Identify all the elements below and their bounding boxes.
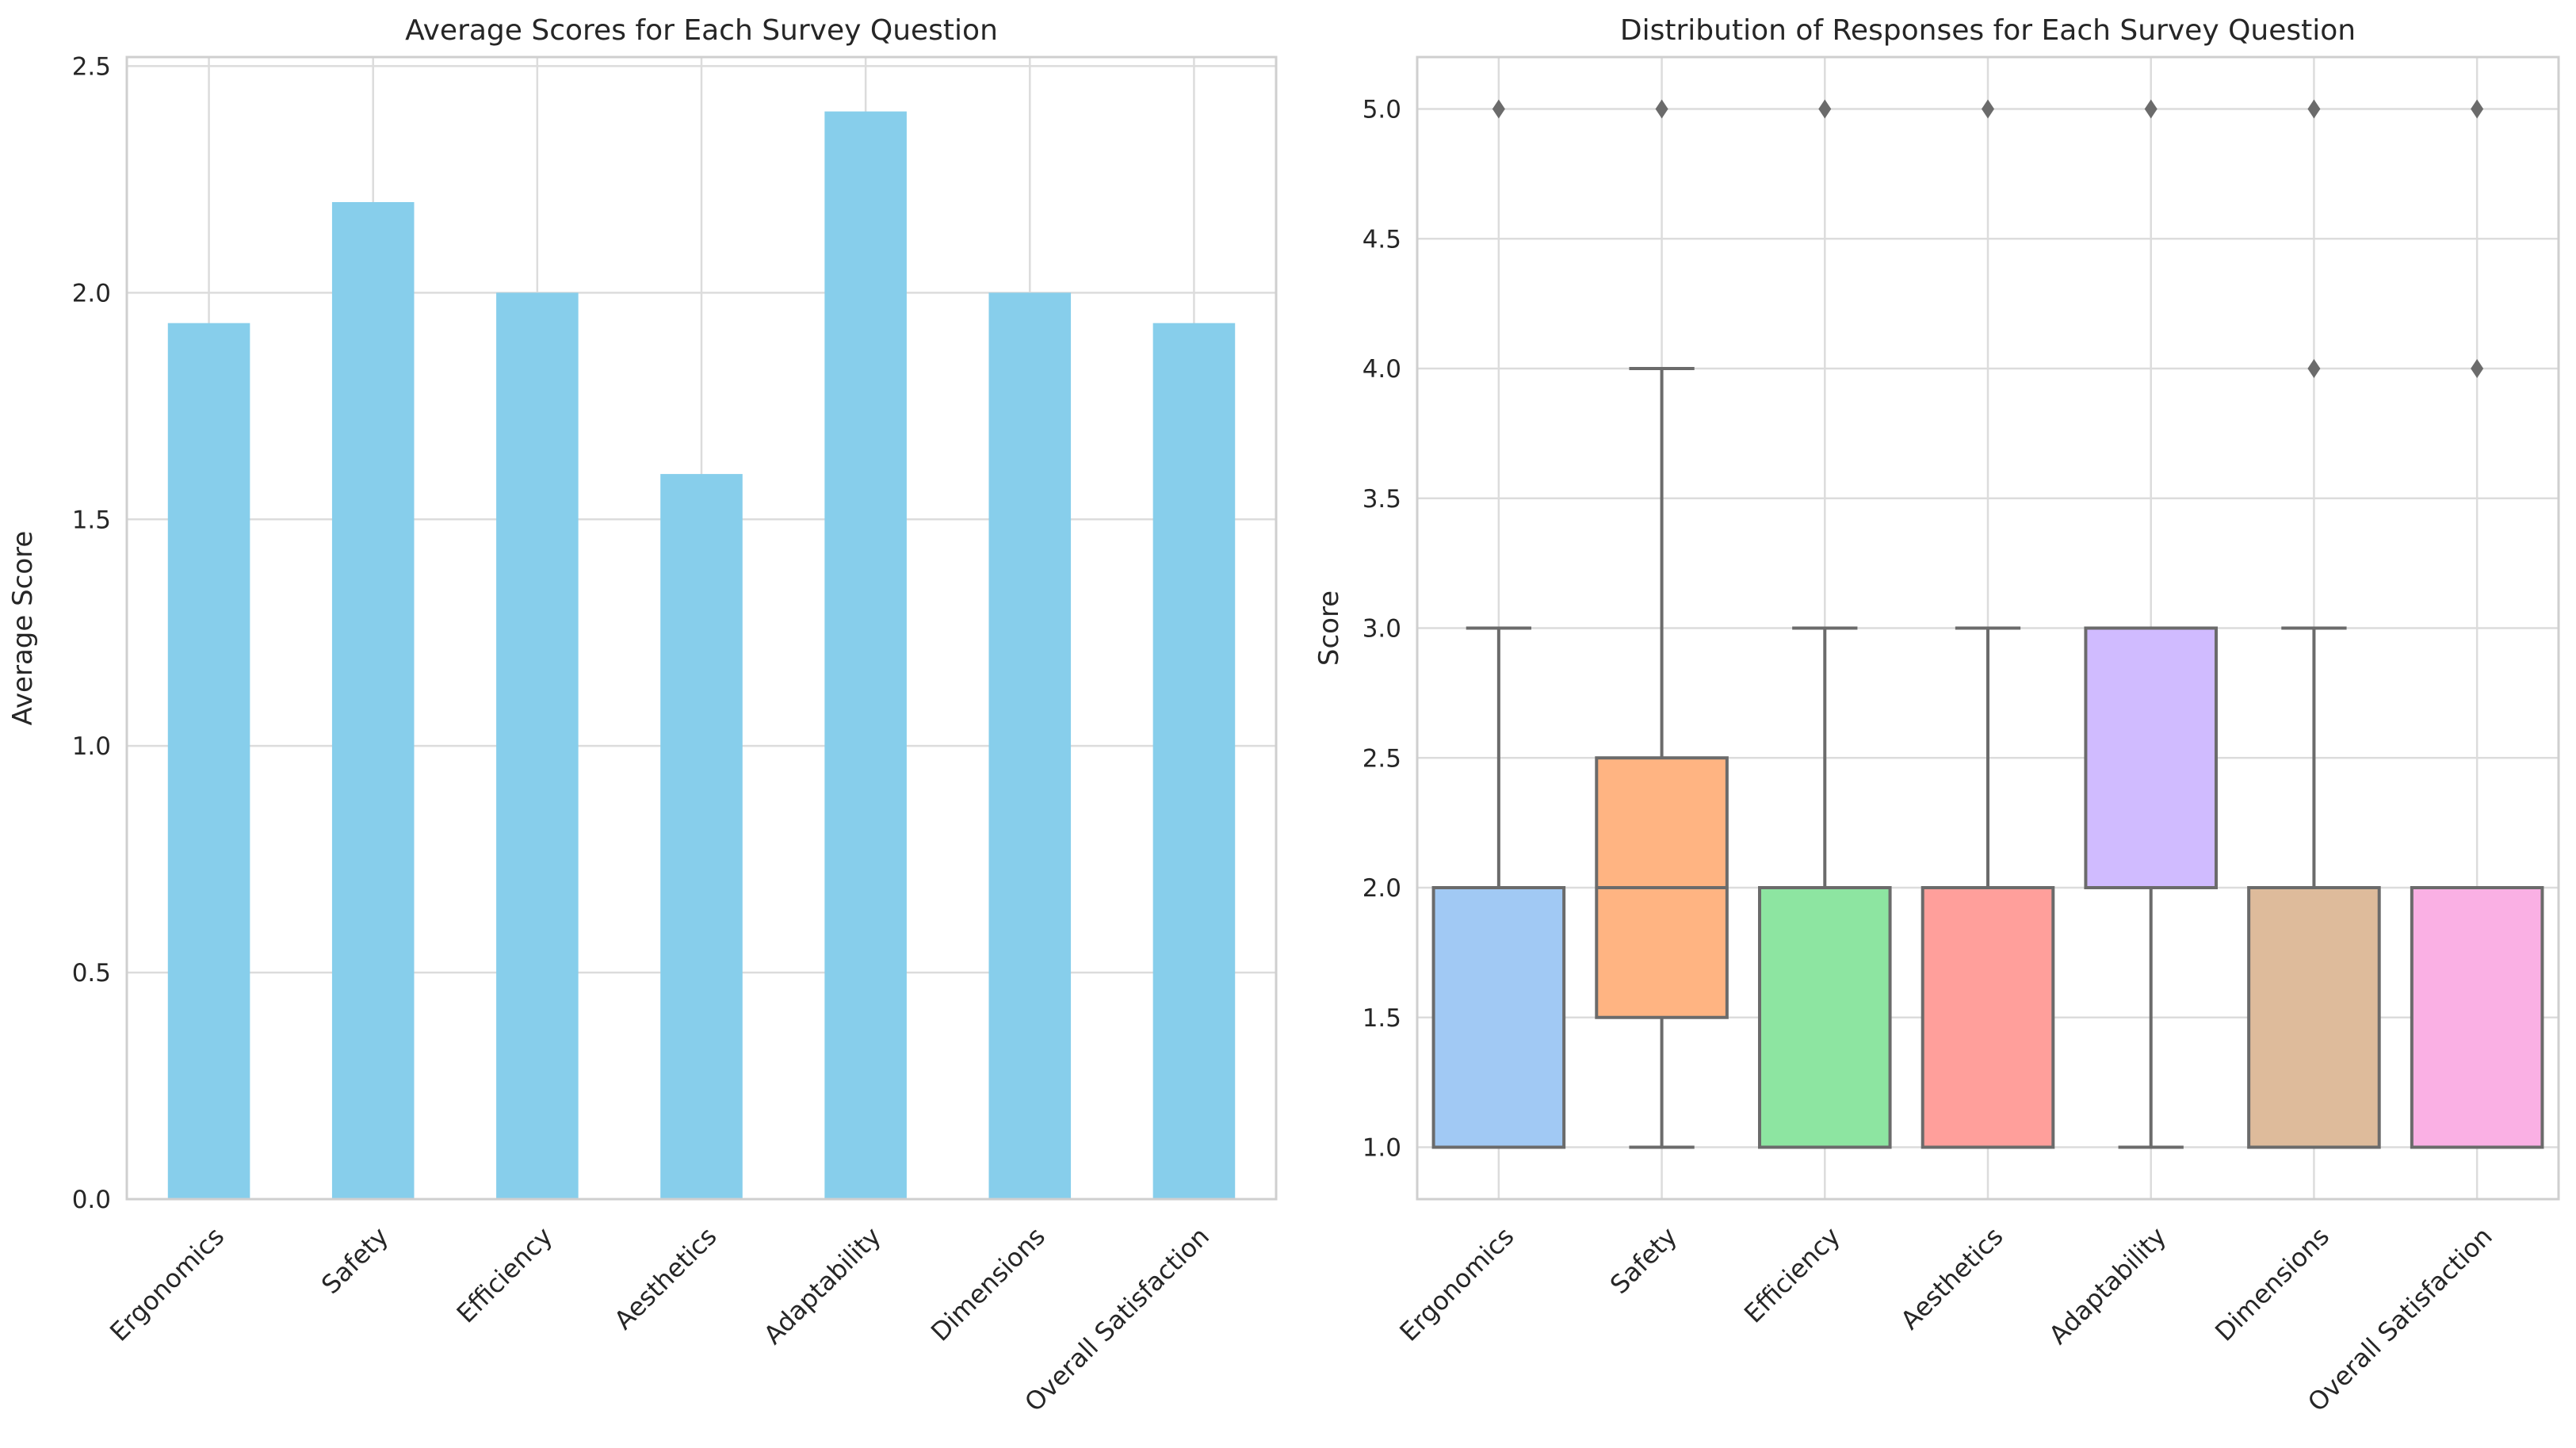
bar-safety — [331, 201, 415, 1199]
x-tick-label: Overall Satisfaction — [1019, 1221, 1215, 1418]
x-tick-label: Aesthetics — [1894, 1221, 2008, 1335]
y-tick-label: 3.0 — [1363, 615, 1401, 644]
y-tick-label: 3.5 — [1363, 485, 1401, 514]
plot-frame — [1416, 55, 2560, 1201]
y-tick-label: 5.0 — [1363, 96, 1401, 124]
bar-adaptability — [824, 111, 907, 1200]
bar-overall-satisfaction — [1152, 323, 1236, 1199]
outlier-overall-satisfaction — [2471, 99, 2484, 119]
outlier-overall-satisfaction — [2471, 359, 2484, 378]
box-dimensions — [2247, 886, 2381, 1149]
bar-ergonomics — [167, 323, 250, 1199]
x-tick-label: Adaptability — [758, 1221, 887, 1351]
plot-frame — [125, 55, 1278, 1201]
y-tick-label: 2.0 — [1363, 874, 1401, 903]
y-tick-label: 0.5 — [72, 959, 111, 988]
y-tick-label: 1.0 — [1363, 1134, 1401, 1163]
box-ergonomics — [1431, 886, 1566, 1149]
outlier-efficiency — [1818, 99, 1832, 119]
x-tick-label: Efficiency — [1738, 1221, 1846, 1329]
outlier-aesthetics — [1982, 99, 1994, 119]
outlier-dimensions — [2307, 359, 2321, 378]
y-tick-label: 1.0 — [72, 732, 111, 761]
outlier-adaptability — [2144, 99, 2157, 119]
y-tick-label: 4.0 — [1363, 355, 1401, 384]
y-tick-label: 2.0 — [72, 279, 111, 308]
x-tick-label: Adaptability — [2043, 1221, 2173, 1351]
outlier-ergonomics — [1492, 99, 1505, 119]
box-adaptability — [2084, 626, 2218, 889]
x-tick-label: Aesthetics — [608, 1221, 722, 1335]
box-overall-satisfaction — [2410, 886, 2544, 1149]
x-tick-label: Ergonomics — [1393, 1221, 1519, 1347]
outlier-dimensions — [2307, 99, 2321, 119]
y-axis-label: Average Score — [7, 531, 39, 726]
bar-dimensions — [988, 292, 1072, 1199]
y-tick-label: 0.0 — [72, 1186, 111, 1214]
y-tick-label: 1.5 — [72, 506, 111, 534]
x-tick-label: Efficiency — [451, 1221, 559, 1329]
y-tick-label: 4.5 — [1363, 225, 1401, 254]
outlier-safety — [1655, 99, 1668, 119]
response-distribution-chart: 1.0 1.5 2.0 2.5 3.0 3.5 4.0 4.5 5.0 Ergonomics Saf… — [1313, 14, 2560, 1418]
y-tick-label: 2.5 — [72, 52, 111, 81]
box-efficiency — [1758, 886, 1892, 1149]
x-tick-label: Safety — [1604, 1221, 1683, 1300]
x-tick-label: Dimensions — [925, 1221, 1051, 1347]
chart-title: Distribution of Responses for Each Surve… — [1620, 14, 2356, 47]
x-tick-label: Overall Satisfaction — [2302, 1221, 2498, 1418]
x-tick-label: Ergonomics — [104, 1221, 230, 1347]
average-scores-chart: 0.0 0.5 1.0 1.5 2.0 2.5 Ergonomics Safety Effici… — [7, 14, 1278, 1418]
box-aesthetics — [1921, 886, 2055, 1149]
x-tick-label: Safety — [315, 1221, 394, 1300]
y-axis-label: Score — [1313, 590, 1345, 666]
bar-aesthetics — [660, 474, 743, 1199]
x-tick-label: Dimensions — [2209, 1221, 2335, 1347]
y-tick-label: 1.5 — [1363, 1004, 1401, 1033]
bar-efficiency — [496, 292, 579, 1199]
chart-title: Average Scores for Each Survey Question — [405, 14, 998, 47]
y-tick-label: 2.5 — [1363, 744, 1401, 773]
